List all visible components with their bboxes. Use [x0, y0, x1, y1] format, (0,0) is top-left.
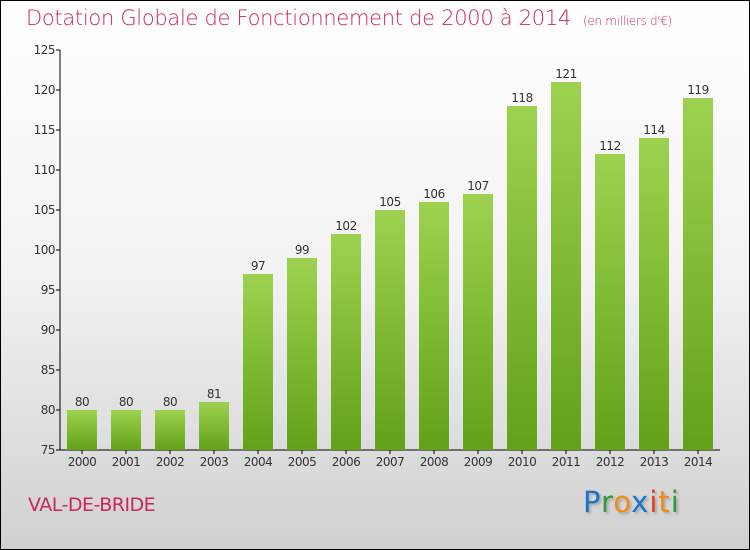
bar-2006: [331, 234, 361, 450]
data-label-2013: 114: [643, 123, 664, 137]
y-tick-label: 100: [34, 243, 55, 257]
x-tick-label: 2003: [200, 455, 229, 469]
x-tick-label: 2011: [552, 455, 581, 469]
y-tick-label: 110: [34, 163, 55, 177]
logo-letter: t: [658, 485, 671, 519]
logo-letter: r: [600, 485, 614, 519]
logo-letter: P: [583, 485, 601, 519]
y-tick-label: 85: [41, 363, 55, 377]
bar-2004: [243, 274, 273, 450]
bar-2008: [419, 202, 449, 450]
commune-name: VAL-DE-BRIDE: [28, 494, 156, 516]
data-label-2008: 106: [423, 187, 444, 201]
x-tick-label: 2004: [244, 455, 273, 469]
data-label-2007: 105: [379, 195, 400, 209]
bar-2012: [595, 154, 625, 450]
y-tick-label: 75: [41, 443, 55, 457]
y-tick-label: 95: [41, 283, 55, 297]
bar-2000: [67, 410, 97, 450]
data-label-2005: 99: [295, 243, 309, 257]
proxiti-logo: Proxiti: [583, 485, 680, 519]
data-label-2012: 112: [599, 139, 620, 153]
x-tick-label: 2009: [464, 455, 493, 469]
bar-2010: [507, 106, 537, 450]
y-tick-label: 80: [41, 403, 55, 417]
bar-2007: [375, 210, 405, 450]
x-tick-label: 2012: [596, 455, 625, 469]
x-tick-label: 2005: [288, 455, 317, 469]
logo-letter: i: [649, 485, 659, 519]
logo-letter: o: [613, 485, 632, 519]
x-tick-label: 2010: [508, 455, 537, 469]
y-tick-label: 115: [34, 123, 55, 137]
data-label-2000: 80: [75, 395, 89, 409]
bar-2002: [155, 410, 185, 450]
data-label-2010: 118: [511, 91, 532, 105]
title-text: Dotation Globale de Fonctionnement de 20…: [26, 6, 571, 30]
chart-title: Dotation Globale de Fonctionnement de 20…: [26, 6, 672, 30]
bar-2003: [199, 402, 229, 450]
y-tick-label: 105: [34, 203, 55, 217]
logo-letter: x: [631, 485, 650, 519]
x-tick-label: 2002: [156, 455, 185, 469]
bar-2001: [111, 410, 141, 450]
data-label-2014: 119: [687, 83, 708, 97]
x-tick-label: 2014: [684, 455, 713, 469]
bar-2014: [683, 98, 713, 450]
logo-letter: i: [670, 485, 680, 519]
x-tick-label: 2006: [332, 455, 361, 469]
data-label-2006: 102: [335, 219, 356, 233]
data-label-2002: 80: [163, 395, 177, 409]
data-label-2009: 107: [467, 179, 488, 193]
bar-2013: [639, 138, 669, 450]
x-tick-label: 2001: [112, 455, 141, 469]
y-tick-label: 125: [34, 43, 55, 57]
x-tick-label: 2013: [640, 455, 669, 469]
bar-2011: [551, 82, 581, 450]
x-tick-label: 2000: [68, 455, 97, 469]
bar-2009: [463, 194, 493, 450]
data-label-2001: 80: [119, 395, 133, 409]
data-label-2011: 121: [555, 67, 576, 81]
data-label-2004: 97: [251, 259, 265, 273]
bar-2005: [287, 258, 317, 450]
x-tick-label: 2008: [420, 455, 449, 469]
data-label-2003: 81: [207, 387, 221, 401]
y-tick-label: 90: [41, 323, 55, 337]
x-tick-label: 2007: [376, 455, 405, 469]
chart-subtitle: (en milliers d'€): [582, 14, 672, 28]
y-tick-label: 120: [34, 83, 55, 97]
